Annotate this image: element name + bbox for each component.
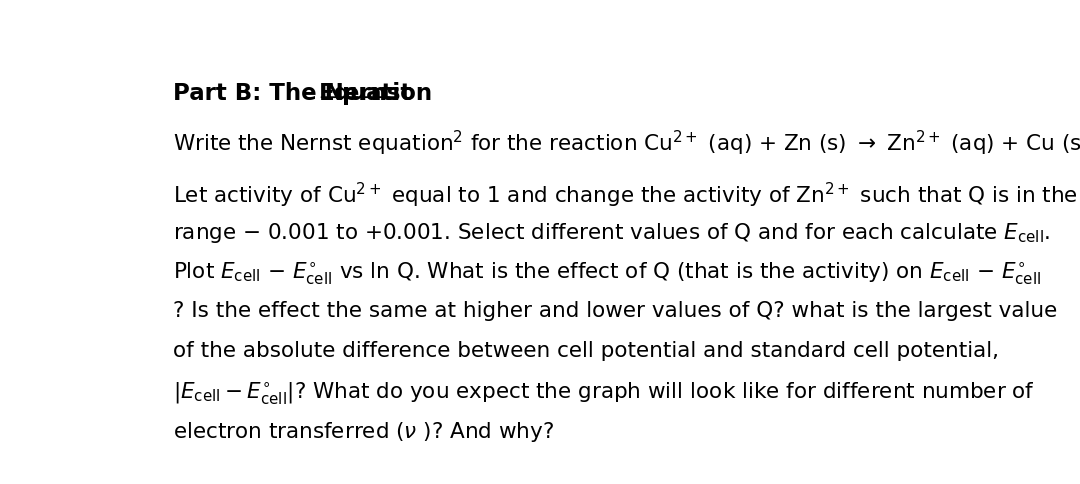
- Text: Part B: The Nernst: Part B: The Nernst: [173, 82, 419, 105]
- Text: Let activity of Cu$^{2+}$ equal to 1 and change the activity of Zn$^{2+}$ such t: Let activity of Cu$^{2+}$ equal to 1 and…: [173, 181, 1078, 210]
- Text: Plot $E_{\mathrm{cell}}$ $-$ $E^{\circ}_{\mathrm{cell}}$ vs ln Q. What is the ef: Plot $E_{\mathrm{cell}}$ $-$ $E^{\circ}_…: [173, 260, 1041, 286]
- Text: Write the Nernst equation$^2$ for the reaction Cu$^{2+}$ (aq) + Zn (s) $\rightar: Write the Nernst equation$^2$ for the re…: [173, 129, 1080, 158]
- Text: of the absolute difference between cell potential and standard cell potential,: of the absolute difference between cell …: [173, 340, 999, 360]
- Text: Equation: Equation: [319, 82, 433, 105]
- Text: ? Is the effect the same at higher and lower values of Q? what is the largest va: ? Is the effect the same at higher and l…: [173, 300, 1057, 320]
- Text: electron transferred ($\nu$ )? And why?: electron transferred ($\nu$ )? And why?: [173, 420, 554, 443]
- Text: $|E_{\mathrm{cell}} - E^{\circ}_{\mathrm{cell}}|$? What do you expect the graph : $|E_{\mathrm{cell}} - E^{\circ}_{\mathrm…: [173, 380, 1035, 406]
- Text: range $-$ 0.001 to +0.001. Select different values of Q and for each calculate $: range $-$ 0.001 to +0.001. Select differ…: [173, 220, 1050, 244]
